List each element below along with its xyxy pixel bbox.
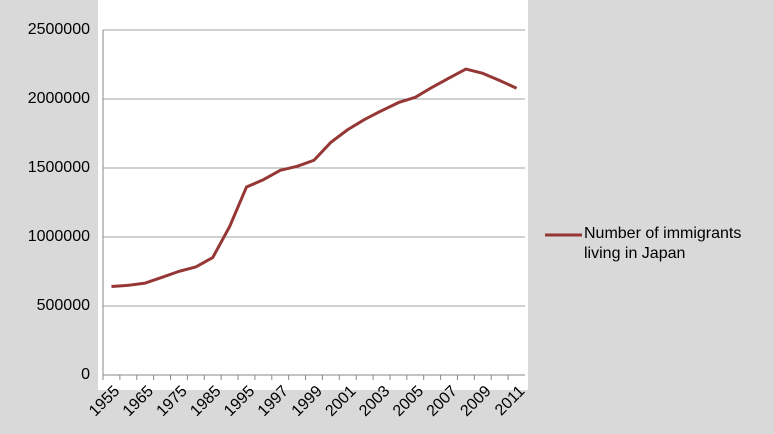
y-tick-label: 1000000 [28,228,90,245]
y-tick-label: 2500000 [28,21,90,38]
plot-background [98,0,528,390]
y-tick-label: 2000000 [28,90,90,107]
y-tick-label: 500000 [37,297,90,314]
y-tick-label: 1500000 [28,159,90,176]
series-line [111,67,518,289]
legend-label: Number of immigrants living in Japan [584,225,742,262]
y-tick-label: 0 [81,366,90,383]
